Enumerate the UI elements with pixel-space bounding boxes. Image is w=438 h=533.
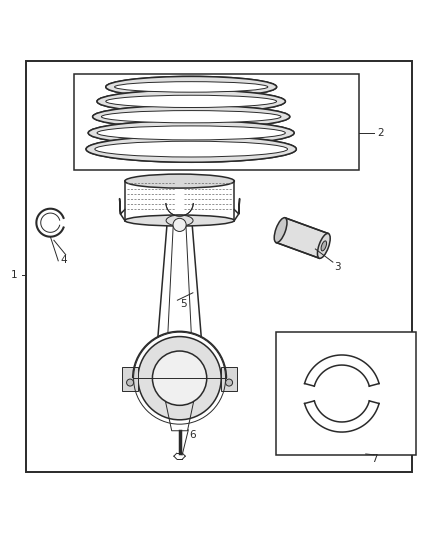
Ellipse shape (106, 76, 277, 98)
Ellipse shape (321, 241, 327, 251)
Text: 6: 6 (189, 430, 196, 440)
Ellipse shape (166, 215, 193, 226)
Text: 7: 7 (371, 454, 378, 464)
Ellipse shape (318, 233, 330, 259)
Bar (122, 367, 138, 391)
Ellipse shape (86, 136, 296, 162)
Ellipse shape (274, 217, 287, 243)
Ellipse shape (97, 90, 286, 113)
Bar (276, 332, 416, 455)
FancyBboxPatch shape (276, 218, 328, 259)
Circle shape (226, 379, 233, 386)
Circle shape (173, 219, 186, 231)
Ellipse shape (97, 90, 286, 113)
Text: 4: 4 (60, 255, 67, 265)
Ellipse shape (95, 141, 287, 157)
Ellipse shape (102, 110, 281, 123)
Ellipse shape (106, 95, 277, 108)
Bar (26, 61, 412, 472)
Ellipse shape (115, 82, 268, 92)
Ellipse shape (125, 174, 234, 188)
Text: 5: 5 (180, 298, 187, 309)
Bar (221, 367, 237, 391)
Bar (74, 74, 359, 170)
Circle shape (152, 351, 207, 405)
Ellipse shape (93, 106, 290, 128)
Circle shape (138, 336, 221, 420)
Circle shape (127, 379, 134, 386)
Text: 3: 3 (334, 262, 341, 271)
Text: 1: 1 (11, 270, 18, 280)
Text: 2: 2 (378, 128, 385, 138)
Ellipse shape (88, 120, 294, 145)
Ellipse shape (88, 120, 294, 145)
Ellipse shape (97, 126, 286, 140)
Ellipse shape (125, 215, 234, 226)
Ellipse shape (93, 106, 290, 128)
Ellipse shape (106, 76, 277, 98)
Ellipse shape (86, 136, 296, 162)
